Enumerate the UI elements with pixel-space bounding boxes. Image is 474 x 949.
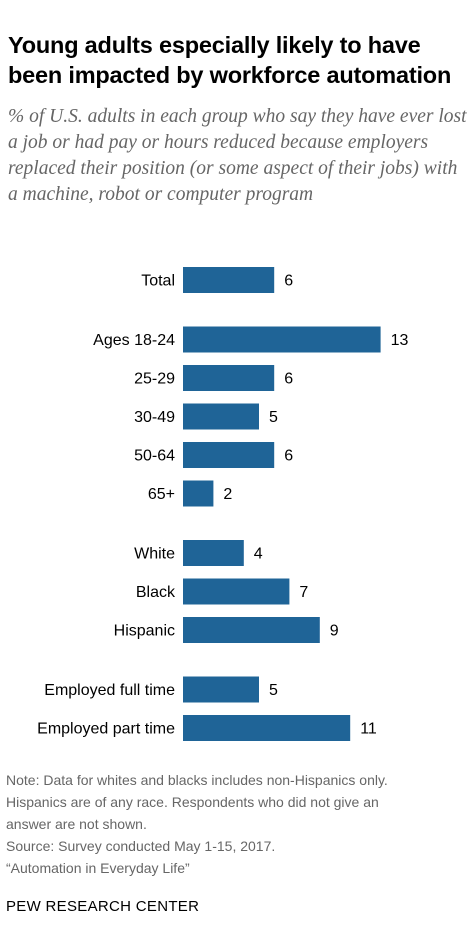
- category-label: Employed part time: [37, 721, 175, 738]
- note-line: answer are not shown.: [6, 816, 147, 832]
- category-label: Black: [136, 584, 176, 601]
- value-label: 7: [299, 584, 308, 601]
- bar: [183, 442, 275, 468]
- chart-title: Young adults especially likely to have b…: [8, 32, 452, 88]
- value-label: 2: [223, 486, 232, 503]
- note-line: Hispanics are of any race. Respondents w…: [6, 794, 379, 810]
- report-title-line: “Automation in Everyday Life”: [6, 860, 190, 876]
- bar: [183, 403, 259, 430]
- source-organization: PEW RESEARCH CENTER: [6, 898, 200, 915]
- category-label: 50-64: [134, 448, 175, 465]
- category-label: 65+: [148, 486, 175, 503]
- source-line: Source: Survey conducted May 1-15, 2017.: [6, 838, 276, 854]
- value-label: 5: [269, 409, 278, 426]
- value-label: 13: [391, 332, 409, 349]
- bar-chart: Total 6 Ages 18-24 13 25-29 6 30-49 5 50-64 6 65+ 2…: [37, 267, 409, 741]
- note-line: Note: Data for whites and blacks include…: [6, 772, 388, 788]
- value-label: 6: [284, 371, 293, 388]
- value-label: 4: [254, 546, 263, 563]
- category-label: Employed full time: [44, 682, 175, 699]
- bar: [183, 326, 381, 353]
- category-label: Ages 18-24: [93, 332, 175, 349]
- bar: [183, 617, 320, 643]
- chart-notes: Note: Data for whites and blacks include…: [6, 769, 472, 879]
- value-label: 6: [284, 273, 293, 290]
- bar: [183, 267, 275, 293]
- chart-subtitle: % of U.S. adults in each group who say t…: [8, 106, 467, 205]
- value-label: 6: [284, 448, 293, 465]
- value-label: 9: [330, 623, 339, 640]
- category-label: 25-29: [134, 371, 175, 388]
- value-label: 5: [269, 682, 278, 699]
- category-label: White: [134, 546, 175, 563]
- value-label: 11: [360, 721, 377, 738]
- bar: [183, 480, 214, 507]
- category-label: Hispanic: [114, 623, 175, 640]
- category-label: 30-49: [134, 409, 175, 426]
- bar: [183, 365, 275, 391]
- category-label: Total: [141, 273, 175, 290]
- bar: [183, 676, 259, 703]
- bar: [183, 540, 244, 566]
- bar: [183, 578, 290, 605]
- bar: [183, 715, 351, 741]
